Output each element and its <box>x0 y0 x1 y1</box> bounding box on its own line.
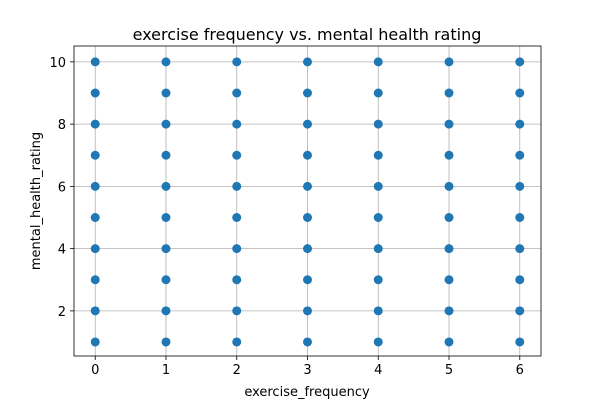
point <box>90 212 100 222</box>
point <box>373 57 383 67</box>
point <box>444 212 454 222</box>
point <box>373 337 383 347</box>
x-tick-label: 2 <box>233 363 241 378</box>
point <box>515 181 525 191</box>
point <box>444 181 454 191</box>
point <box>90 306 100 316</box>
point <box>515 275 525 285</box>
point <box>303 244 312 254</box>
point <box>444 306 454 316</box>
point <box>444 275 454 285</box>
x-tick-label: 6 <box>516 363 524 378</box>
point <box>161 244 171 254</box>
chart-title: exercise frequency vs. mental health rat… <box>133 25 482 44</box>
point <box>373 119 383 129</box>
point <box>90 88 100 98</box>
point <box>303 212 312 222</box>
y-axis-label: mental_health_rating <box>29 132 44 270</box>
point <box>373 212 383 222</box>
point <box>373 181 383 191</box>
point <box>515 212 525 222</box>
x-tick-label: 0 <box>91 363 99 378</box>
x-tick-label: 3 <box>303 363 311 378</box>
point <box>373 244 383 254</box>
point <box>161 306 171 316</box>
point <box>232 181 242 191</box>
point <box>444 150 454 160</box>
point <box>90 150 100 160</box>
point <box>161 57 171 67</box>
point <box>303 119 312 129</box>
point <box>232 337 242 347</box>
points <box>90 57 525 347</box>
point <box>161 337 171 347</box>
point <box>303 88 312 98</box>
point <box>232 244 242 254</box>
point <box>444 119 454 129</box>
point <box>303 150 312 160</box>
point <box>161 88 171 98</box>
point <box>444 88 454 98</box>
point <box>515 150 525 160</box>
point <box>373 275 383 285</box>
point <box>232 306 242 316</box>
point <box>232 88 242 98</box>
point <box>515 88 525 98</box>
point <box>232 119 242 129</box>
y-tick-label: 2 <box>58 305 66 320</box>
y-tick-label: 10 <box>49 56 66 71</box>
point <box>90 181 100 191</box>
point <box>303 57 312 67</box>
point <box>232 212 242 222</box>
x-tick-label: 4 <box>374 363 382 378</box>
point <box>232 150 242 160</box>
x-tick-label: 5 <box>445 363 453 378</box>
point <box>303 337 312 347</box>
point <box>515 337 525 347</box>
point <box>373 88 383 98</box>
point <box>515 306 525 316</box>
y-tick-label: 8 <box>58 118 66 133</box>
point <box>90 275 100 285</box>
point <box>373 150 383 160</box>
point <box>303 306 312 316</box>
point <box>161 181 171 191</box>
point <box>444 244 454 254</box>
point <box>90 337 100 347</box>
x-axis-label: exercise_frequency <box>244 385 370 400</box>
point <box>303 181 312 191</box>
point <box>161 212 171 222</box>
point <box>232 275 242 285</box>
point <box>90 244 100 254</box>
point <box>515 119 525 129</box>
y-tick-label: 6 <box>58 180 66 195</box>
x-tick-label: 1 <box>162 363 170 378</box>
point <box>90 119 100 129</box>
point <box>515 244 525 254</box>
point <box>515 57 525 67</box>
point <box>90 57 100 67</box>
point <box>161 119 171 129</box>
point <box>161 150 171 160</box>
point <box>373 306 383 316</box>
y-tick-label: 4 <box>58 243 66 258</box>
point <box>161 275 171 285</box>
point <box>444 57 454 67</box>
point <box>444 337 454 347</box>
point <box>303 275 312 285</box>
point <box>232 57 242 67</box>
